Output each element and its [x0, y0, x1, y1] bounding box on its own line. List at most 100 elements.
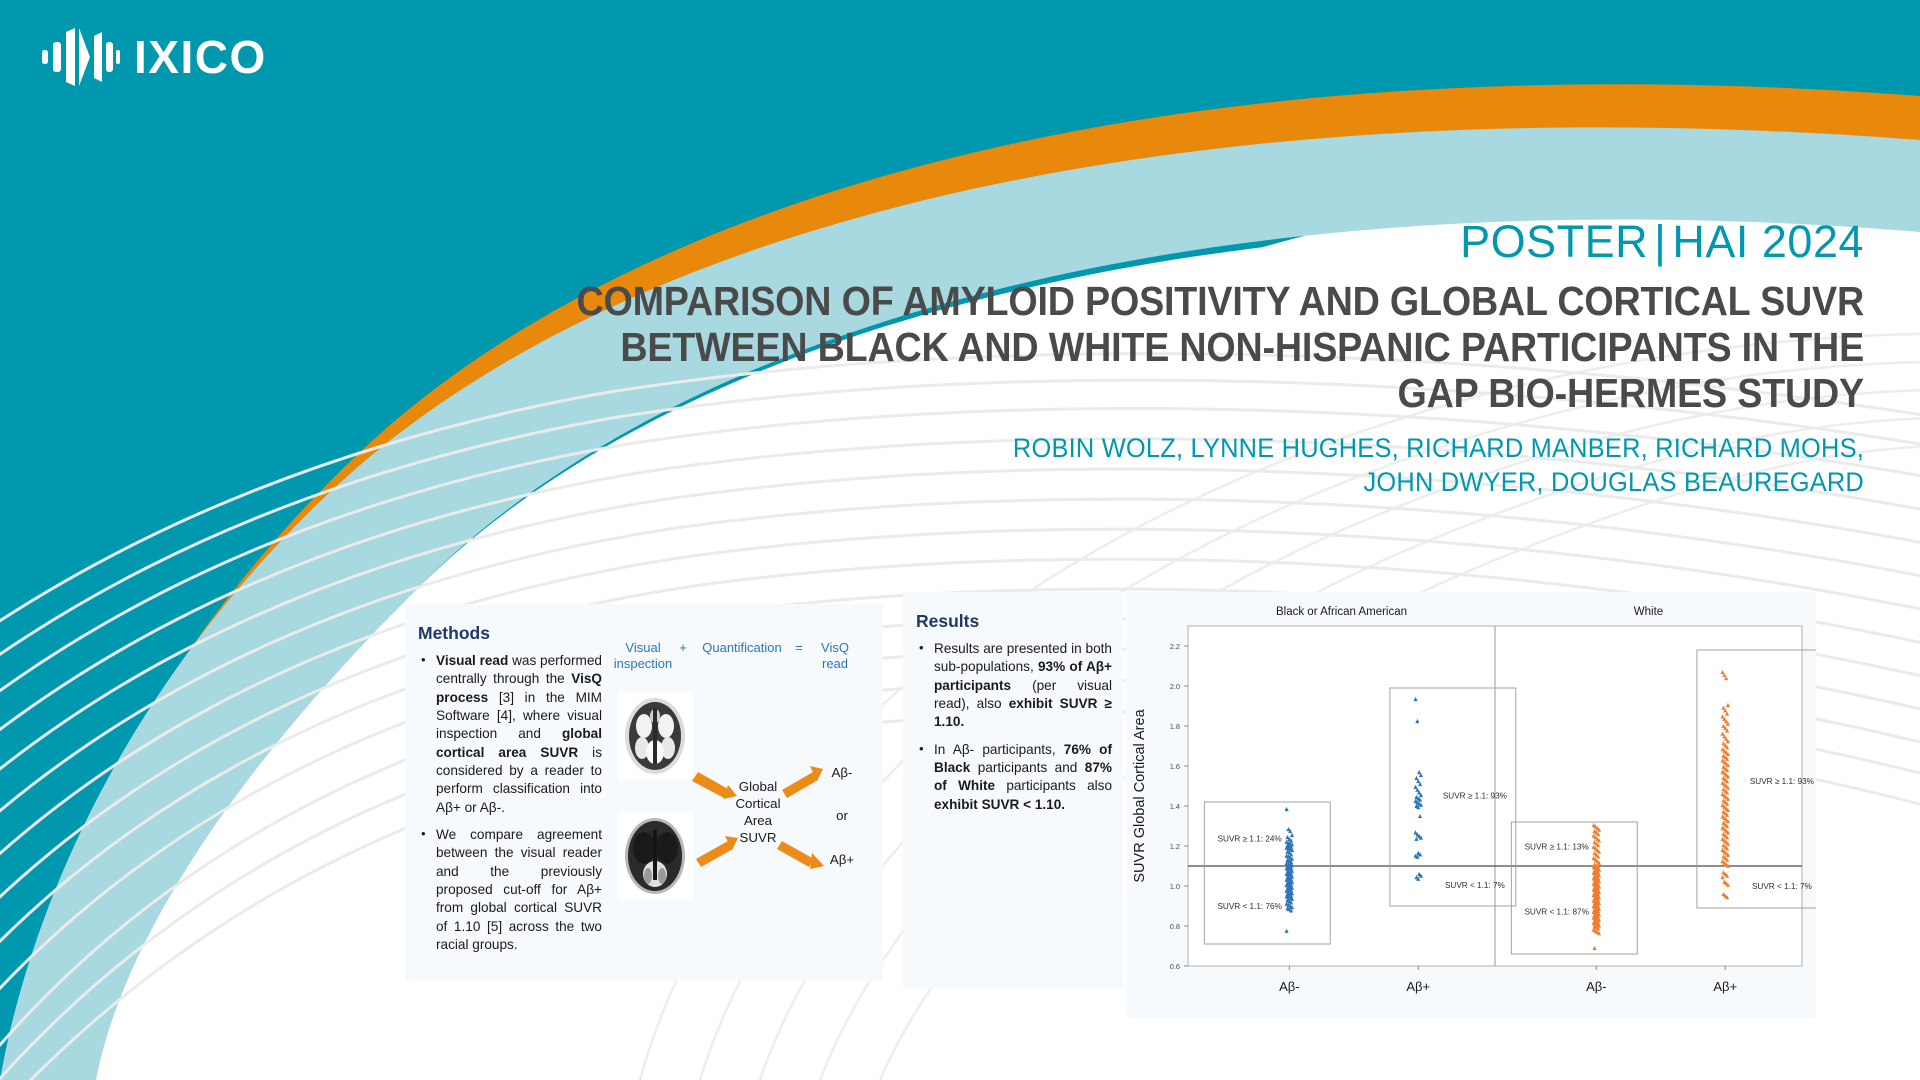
- diagram-quantification: Quantification: [702, 640, 782, 655]
- poster-separator: |: [1654, 216, 1667, 267]
- data-point: [1722, 734, 1727, 739]
- annotation-below-threshold: SUVR < 1.1: 7%: [1752, 882, 1812, 891]
- data-point: [1724, 835, 1730, 840]
- data-point: [1414, 775, 1419, 781]
- poster-event-line: POSTER | HAI 2024: [444, 218, 1864, 265]
- list-item: Visual read was performed centrally thro…: [418, 651, 602, 817]
- data-point: [1724, 846, 1730, 851]
- y-tick-label: 1.8: [1170, 722, 1180, 731]
- data-point: [1592, 945, 1597, 951]
- methods-diagram: Visual inspection + Quantification = VisQ…: [610, 640, 872, 970]
- data-point: [1284, 928, 1289, 933]
- data-point: [1416, 778, 1421, 784]
- data-point: [1724, 857, 1730, 862]
- data-point: [1723, 708, 1728, 713]
- data-point: [1415, 718, 1420, 724]
- data-point: [1596, 827, 1602, 832]
- data-point: [1596, 849, 1602, 854]
- data-point: [1724, 823, 1730, 829]
- annotation-box: [1203, 801, 1331, 945]
- poster-label: POSTER: [1460, 216, 1649, 267]
- data-point: [1724, 895, 1730, 900]
- data-point: [1725, 863, 1731, 868]
- brand-logo: IXICO: [42, 26, 267, 88]
- list-item: Results are presented in both sub-popula…: [916, 639, 1112, 732]
- panel-title-black: Black or African American: [1276, 606, 1407, 618]
- data-point: [1417, 781, 1423, 787]
- data-point: [1724, 790, 1730, 795]
- y-tick-label: 1.2: [1170, 842, 1180, 851]
- author-line-2: JOHN DWYER, DOUGLAS BEAUREGARD: [1363, 467, 1864, 498]
- annotation-above-threshold: SUVR ≥ 1.1: 93%: [1750, 777, 1814, 786]
- data-point: [1720, 731, 1725, 736]
- poster-header: POSTER | HAI 2024 COMPARISON OF AMYLOID PO…: [444, 218, 1864, 500]
- results-panel: Results Results are presented in both su…: [903, 592, 1123, 988]
- data-point: [1416, 805, 1421, 810]
- data-point: [1724, 779, 1730, 784]
- data-point: [1287, 850, 1292, 855]
- data-point: [1723, 725, 1728, 731]
- data-point: [1725, 819, 1731, 824]
- data-point: [1416, 876, 1421, 881]
- arrow-center-to-positive: [777, 841, 814, 867]
- data-point: [1724, 873, 1730, 878]
- annotation-above-threshold: SUVR ≥ 1.1: 13%: [1525, 842, 1589, 851]
- pet-brain-scan-amyloid-positive-icon: [618, 812, 693, 900]
- diagram-center-label: Global Cortical Area SUVR: [735, 779, 781, 846]
- data-point: [1720, 875, 1725, 880]
- diagram-arrows: [692, 766, 824, 869]
- data-point: [1289, 856, 1295, 861]
- data-point: [1725, 739, 1731, 744]
- data-point: [1722, 672, 1727, 678]
- data-point: [1721, 741, 1726, 746]
- data-point: [1413, 830, 1418, 835]
- diagram-equals-sign: =: [795, 640, 803, 655]
- data-point: [1417, 790, 1422, 795]
- scatter-group: [1413, 696, 1424, 881]
- methods-panel: Methods Visual read was performed centra…: [405, 604, 883, 981]
- annotation-box: [1389, 687, 1517, 907]
- suvr-scatter-chart: 0.6 0.8 1.0 1.2 1.4 1.6 1.8 2.0 2.2 SUVR Global C…: [1132, 606, 1816, 994]
- annotation-box: [1696, 649, 1816, 909]
- data-point: [1721, 705, 1726, 710]
- scatter-group: [1591, 822, 1602, 951]
- data-point: [1723, 743, 1728, 748]
- data-point: [1289, 908, 1294, 913]
- suvr-scatter-chart-panel: 0.6 0.8 1.0 1.2 1.4 1.6 1.8 2.0 2.2 SUVR Global C…: [1126, 592, 1816, 1017]
- diagram-outcome-positive: Aβ+: [829, 852, 855, 867]
- brand-name: IXICO: [134, 31, 267, 83]
- x-tick-label: Aβ+: [1406, 979, 1430, 994]
- author-list: ROBIN WOLZ, LYNNE HUGHES, RICHARD MANBER…: [501, 431, 1864, 501]
- data-point: [1418, 835, 1424, 840]
- data-point: [1286, 826, 1291, 832]
- data-point: [1724, 736, 1729, 741]
- diagram-visq-read: VisQ read: [821, 640, 849, 671]
- y-tick-label: 1.6: [1170, 762, 1180, 771]
- data-point: [1724, 767, 1730, 773]
- x-tick-label: Aβ+: [1713, 979, 1737, 994]
- data-point: [1725, 702, 1731, 708]
- data-point: [1721, 723, 1726, 729]
- y-tick-label: 0.8: [1170, 922, 1180, 931]
- y-axis-label: SUVR Global Cortical Area: [1132, 708, 1148, 882]
- arrow-center-to-negative: [782, 772, 818, 798]
- data-point: [1596, 931, 1602, 936]
- arrow-top-left-to-center: [692, 772, 730, 798]
- data-point: [1418, 802, 1424, 807]
- data-point: [1417, 852, 1423, 857]
- page-title: COMPARISON OF AMYLOID POSITIVITY AND GLO…: [576, 278, 1864, 416]
- list-item: We compare agreement between the visual …: [418, 825, 602, 954]
- diagram-outcome-or: or: [836, 808, 848, 823]
- data-point: [1724, 801, 1730, 806]
- data-point: [1724, 675, 1729, 681]
- arrow-negative-head: [810, 766, 823, 781]
- y-tick-label: 2.0: [1170, 682, 1180, 691]
- data-point: [1725, 882, 1731, 887]
- diagram-outcome-negative: Aβ-: [831, 765, 853, 780]
- data-point: [1415, 787, 1420, 792]
- event-name: HAI 2024: [1672, 216, 1864, 267]
- data-point: [1415, 854, 1420, 859]
- arrow-top-left-head: [723, 785, 737, 799]
- arrow-bottom-left-to-center: [696, 841, 733, 867]
